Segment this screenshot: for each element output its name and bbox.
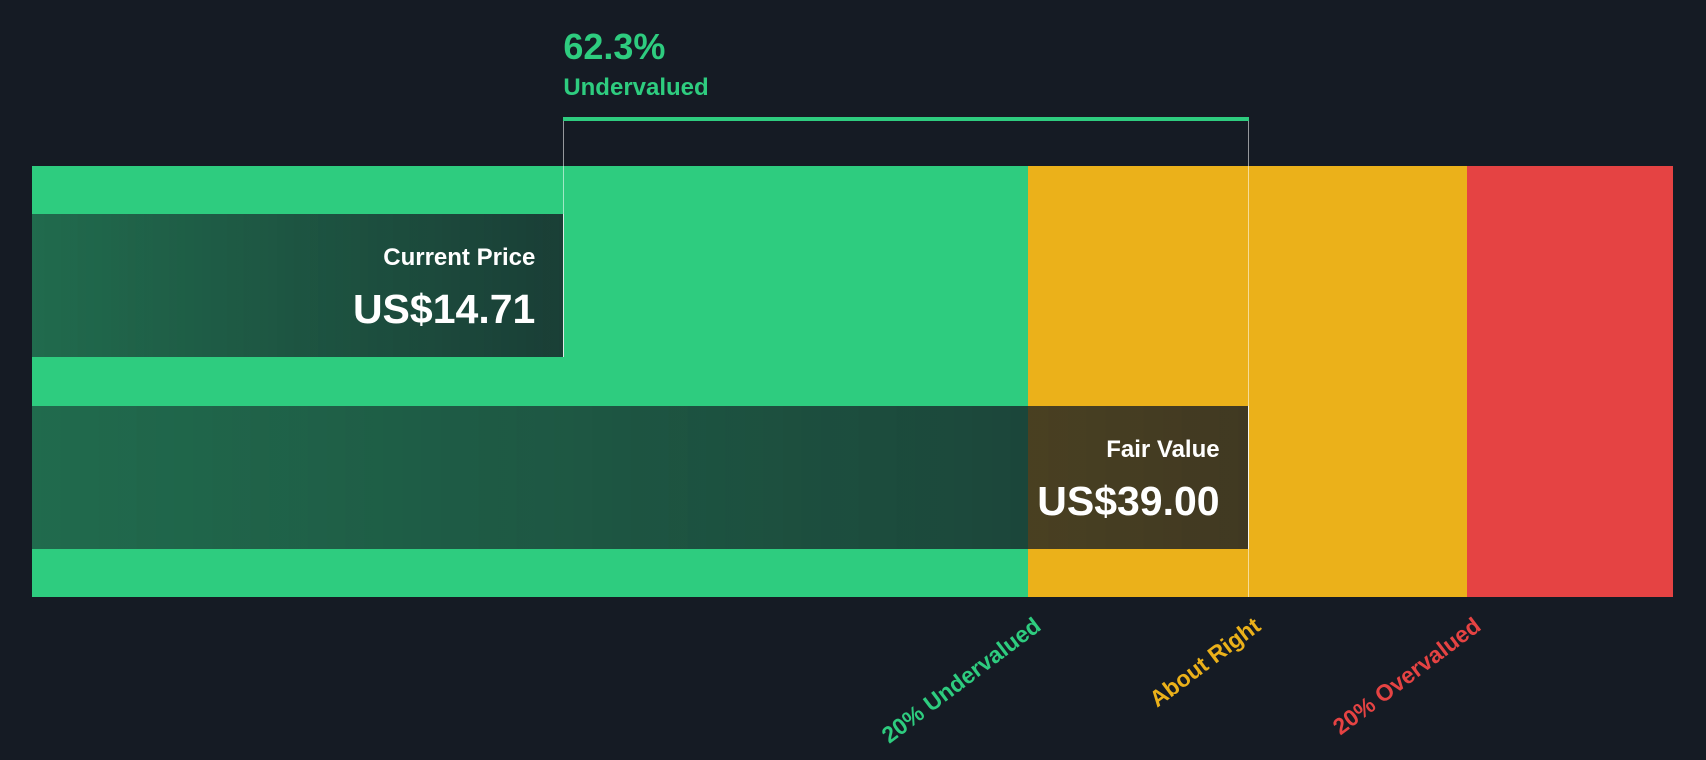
fair-value-marker-line bbox=[1247, 119, 1249, 597]
current-price-label: Current Price bbox=[383, 244, 536, 271]
difference-bracket bbox=[563, 117, 1249, 121]
fair-value-bar: Fair Value US$39.00 bbox=[32, 406, 1249, 549]
fair-value-value: US$39.00 bbox=[1037, 478, 1220, 524]
fair-value-label: Fair Value bbox=[1106, 436, 1220, 463]
zone-label-overvalued: 20% Overvalued bbox=[1327, 612, 1486, 740]
zone-2 bbox=[1467, 166, 1673, 597]
current-price-bar: Current Price US$14.71 bbox=[32, 214, 565, 357]
current-price-value: US$14.71 bbox=[352, 286, 536, 332]
difference-label: Undervalued bbox=[563, 74, 709, 101]
current-price-marker-line bbox=[563, 119, 565, 214]
difference-percent: 62.3% bbox=[563, 26, 666, 67]
zone-label-about-right: About Right bbox=[1144, 612, 1266, 712]
zone-label-undervalued: 20% Undervalued bbox=[876, 612, 1046, 749]
